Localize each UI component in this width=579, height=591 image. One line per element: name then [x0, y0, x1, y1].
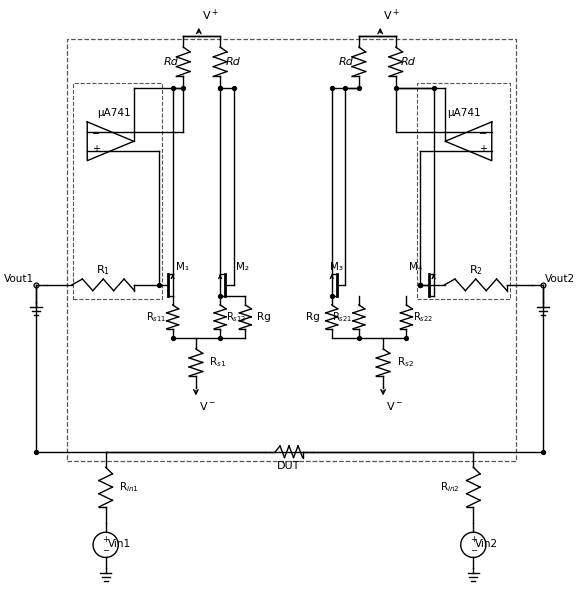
Text: Rd: Rd [339, 57, 354, 67]
Text: R$_{in2}$: R$_{in2}$ [440, 480, 460, 494]
Text: R$_{in1}$: R$_{in1}$ [119, 480, 139, 494]
Text: R$_{s1}$: R$_{s1}$ [210, 356, 226, 369]
Text: Rd: Rd [163, 57, 178, 67]
Text: Rd: Rd [225, 57, 240, 67]
Text: M₁: M₁ [175, 262, 189, 272]
Text: R$_2$: R$_2$ [469, 263, 483, 277]
Text: +: + [92, 144, 100, 154]
Text: R$_1$: R$_1$ [96, 263, 110, 277]
Text: Vin1: Vin1 [108, 539, 131, 549]
Text: μA741: μA741 [97, 108, 130, 118]
Text: Vin2: Vin2 [475, 539, 499, 549]
Text: DUT: DUT [277, 462, 301, 472]
Text: R$_{s22}$: R$_{s22}$ [413, 310, 433, 324]
Text: V$^-$: V$^-$ [199, 400, 215, 413]
Text: −: − [479, 128, 487, 138]
Text: V$^+$: V$^+$ [383, 8, 400, 23]
Bar [73, 83, 162, 300]
Bar [67, 40, 516, 462]
Bar [417, 83, 510, 300]
Text: Rg: Rg [306, 312, 320, 322]
Text: +: + [470, 535, 477, 544]
Text: Rg: Rg [257, 312, 271, 322]
Text: M₃: M₃ [331, 262, 343, 272]
Text: +: + [102, 535, 109, 544]
Text: Rd: Rd [401, 57, 416, 67]
Text: −: − [470, 546, 477, 555]
Text: Vout1: Vout1 [3, 274, 34, 284]
Text: M₂: M₂ [236, 262, 248, 272]
Text: V$^+$: V$^+$ [201, 8, 218, 23]
Text: Vout2: Vout2 [545, 274, 576, 284]
Text: R$_{s21}$: R$_{s21}$ [332, 310, 353, 324]
Text: μA741: μA741 [447, 108, 481, 118]
Text: M₄: M₄ [409, 262, 423, 272]
Text: R$_{s2}$: R$_{s2}$ [397, 356, 413, 369]
Text: +: + [479, 144, 487, 154]
Text: −: − [92, 128, 100, 138]
Text: R$_{s11}$: R$_{s11}$ [146, 310, 166, 324]
Text: V$^-$: V$^-$ [386, 400, 403, 413]
Text: −: − [102, 546, 109, 555]
Text: R$_{s12}$: R$_{s12}$ [226, 310, 247, 324]
